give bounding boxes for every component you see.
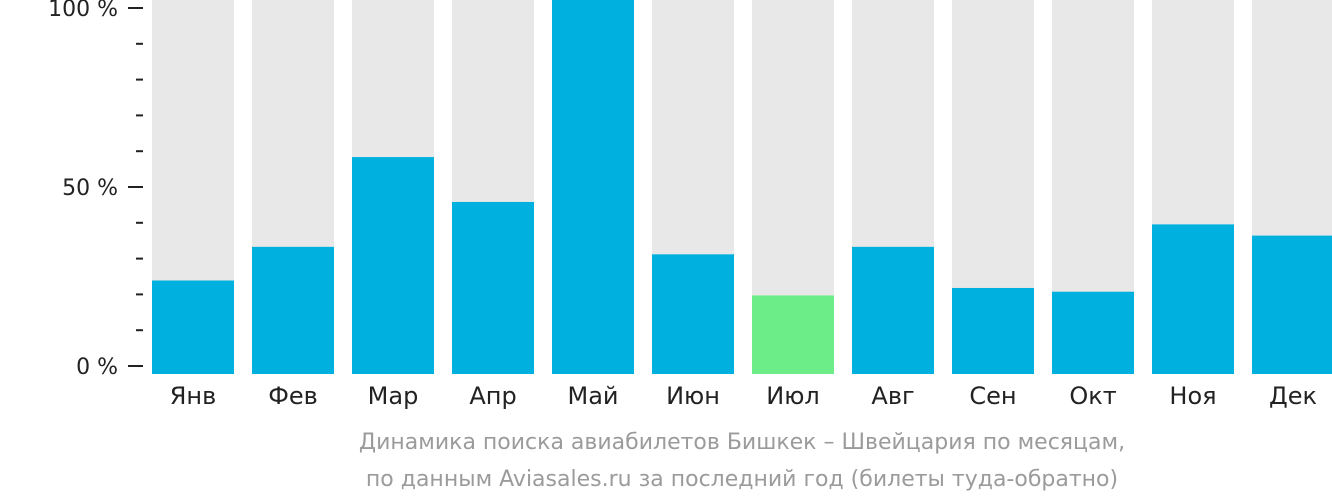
bar-Дек [1252,235,1332,374]
bar-Май [552,0,634,374]
bar-Мар [352,157,434,374]
bar-Апр [452,201,534,374]
bar-Фев [252,246,334,374]
y-tick-label: 0 % [76,355,118,380]
x-tick-label: Дек [1269,382,1317,410]
bar-Авг [852,246,934,374]
x-axis-labels: Янв Фев Мар Апр Май Июн Июл Авг Сен Окт Ноя Дек [170,382,1317,410]
x-tick-label: Июл [766,382,820,410]
x-tick-label: Сен [969,382,1016,410]
chart-caption-line-1: Динамика поиска авиабилетов Бишкек – Шве… [358,430,1126,455]
y-tick-label: 100 % [48,0,118,22]
x-tick-label: Мар [368,382,419,410]
x-tick-label: Апр [469,382,516,410]
bar-chart: 0 % 50 % 100 % Янв Фев Мар Апр Май Июн Июл Авг Сен… [48,0,1332,410]
bar-Июл [752,295,834,374]
bar-Ноя [1152,224,1234,374]
bar-Сен [952,287,1034,374]
x-tick-label: Июн [666,382,720,410]
y-axis: 0 % 50 % 100 % [48,0,143,380]
x-tick-label: Май [567,382,618,410]
x-tick-label: Авг [871,382,914,410]
chart-caption-line-2: по данным Aviasales.ru за последний год … [365,467,1119,492]
x-tick-label: Фев [268,382,318,410]
x-tick-label: Янв [170,382,217,410]
x-tick-label: Ноя [1169,382,1216,410]
x-tick-label: Окт [1069,382,1116,410]
bar-Окт [1052,291,1134,374]
bar-Июн [652,254,734,374]
bars [152,0,1332,374]
bar-Янв [152,280,234,374]
y-tick-label: 50 % [62,176,118,201]
